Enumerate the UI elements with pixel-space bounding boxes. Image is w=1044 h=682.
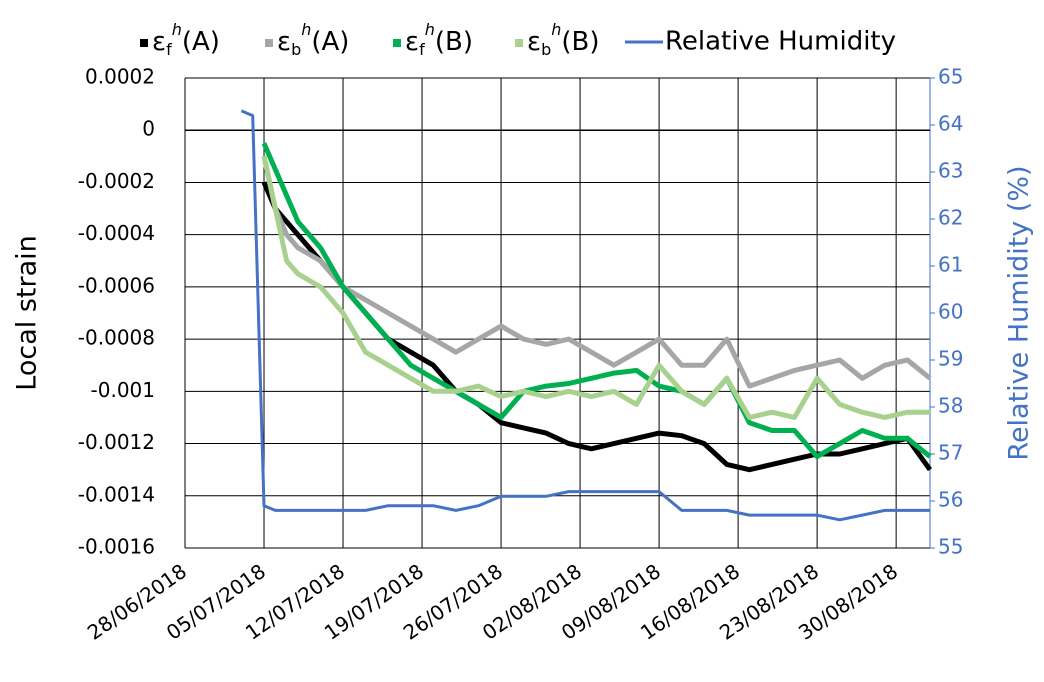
y2-tick-label: 55 — [938, 535, 963, 559]
y-tick-label: -0.0008 — [78, 326, 155, 350]
y-axis-label: Local strain — [12, 235, 43, 390]
y-tick-label: -0.0014 — [78, 482, 155, 506]
legend-label: εbh(A) — [277, 20, 349, 59]
legend-label: εbh(B) — [527, 20, 599, 59]
y2-tick-label: 59 — [938, 347, 963, 371]
series-line — [261, 155, 930, 420]
y-tick-label: -0.0004 — [78, 221, 155, 245]
y2-tick-label: 60 — [938, 300, 963, 324]
series-line — [240, 109, 930, 522]
y2-axis-label: Relative Humidity (%) — [1004, 165, 1035, 460]
y-tick-label: 0 — [142, 117, 155, 141]
y-tick-label: -0.0012 — [78, 430, 155, 454]
y2-tick-label: 64 — [938, 112, 963, 136]
legend-marker — [393, 39, 401, 47]
y2-tick-label: 56 — [938, 488, 963, 512]
y-tick-label: -0.001 — [91, 378, 155, 402]
legend-marker — [140, 39, 148, 47]
legend-marker — [515, 39, 523, 47]
series-line — [261, 142, 932, 460]
y2-tick-label: 65 — [938, 65, 963, 89]
y2-tick-label: 61 — [938, 253, 963, 277]
legend-label: εfh(A) — [152, 20, 220, 59]
y-tick-label: 0.0002 — [85, 65, 155, 89]
legend-label: Relative Humidity — [665, 27, 896, 57]
y-tick-label: -0.0002 — [78, 169, 155, 193]
y-tick-label: -0.0016 — [78, 535, 155, 559]
legend-marker — [265, 39, 273, 47]
y-tick-label: -0.0006 — [78, 273, 155, 297]
y2-tick-label: 62 — [938, 206, 963, 230]
legend-label: εfh(B) — [405, 20, 473, 59]
y2-tick-label: 57 — [938, 441, 963, 465]
series-line — [261, 181, 933, 473]
y2-tick-label: 58 — [938, 394, 963, 418]
y2-tick-label: 63 — [938, 159, 963, 183]
